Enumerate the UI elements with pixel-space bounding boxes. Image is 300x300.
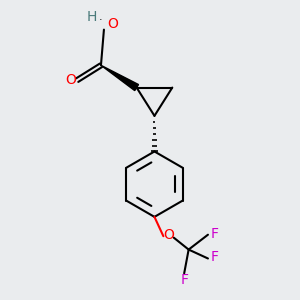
Text: O: O — [163, 228, 174, 242]
Text: F: F — [211, 250, 218, 264]
Text: O: O — [65, 73, 76, 87]
Text: F: F — [211, 226, 218, 241]
Text: O: O — [107, 17, 118, 31]
Polygon shape — [101, 65, 139, 91]
Text: H: H — [87, 10, 97, 24]
Text: F: F — [180, 273, 188, 287]
Text: ·: · — [99, 15, 102, 26]
